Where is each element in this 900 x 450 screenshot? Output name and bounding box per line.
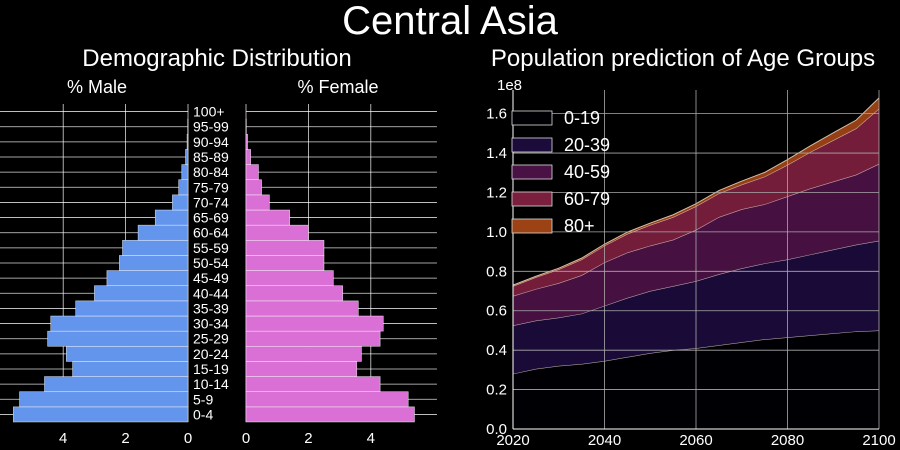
area-x-tick: 2100	[862, 432, 895, 449]
male-bar	[50, 315, 189, 332]
legend-swatch	[511, 164, 553, 180]
age-group-label: 50-54	[193, 255, 229, 271]
male-x-tick: 0	[184, 430, 192, 447]
area-chart: 0.0 0.2 0.4 0.6 0.8 1.0 1.2 1.4 1.6 2020 2040 2060 2…	[486, 90, 896, 449]
legend: 0-19 20-39 40-59 60-79 80+	[511, 108, 610, 236]
age-group-label: 40-44	[193, 285, 229, 301]
female-bar	[245, 376, 381, 393]
male-x-tick: 4	[59, 430, 67, 447]
area-y-tick: 0.0	[486, 421, 507, 438]
male-bar	[178, 179, 189, 196]
age-group-label: 70-74	[193, 194, 229, 210]
female-label: % Female	[297, 77, 378, 97]
female-x-tick: 4	[367, 430, 375, 447]
female-bar	[245, 179, 262, 196]
female-bar	[245, 361, 358, 377]
male-bar	[185, 149, 189, 165]
age-group-label: 55-59	[193, 240, 229, 256]
male-bar	[181, 164, 189, 181]
male-bar	[72, 361, 189, 377]
male-bar	[19, 391, 189, 408]
female-bar	[245, 164, 259, 181]
legend-label: 80+	[564, 216, 595, 236]
male-bar	[44, 376, 189, 393]
female-bar	[245, 300, 359, 317]
female-bar	[245, 391, 409, 408]
female-bar	[245, 345, 362, 362]
male-bar	[172, 194, 189, 211]
age-group-label: 85-89	[193, 149, 229, 165]
female-x-tick: 0	[242, 430, 250, 447]
male-bar	[106, 270, 189, 287]
age-group-label: 60-64	[193, 225, 229, 241]
area-y-tick: 0.8	[486, 263, 507, 280]
legend-label: 60-79	[564, 189, 610, 209]
legend-swatch	[511, 191, 553, 207]
male-bar	[119, 255, 189, 271]
legend-swatch	[511, 110, 553, 126]
area-y-tick: 1.2	[486, 184, 507, 201]
pyramid-title: Demographic Distribution	[82, 45, 351, 72]
age-group-label: 100+	[193, 104, 225, 120]
area-x-tick: 2080	[771, 432, 804, 449]
age-group-label: 95-99	[193, 119, 229, 135]
population-pyramid: 0-45-910-1415-1920-2425-2930-3435-3940-4…	[0, 104, 437, 447]
legend-swatch	[511, 218, 553, 234]
female-x-tick: 2	[304, 430, 312, 447]
y-offset-label: 1e8	[497, 77, 522, 94]
male-bar	[137, 224, 189, 241]
female-bar	[245, 194, 270, 211]
legend-label: 0-19	[564, 108, 600, 128]
area-x-tick: 2040	[588, 432, 621, 449]
area-y-tick: 1.0	[486, 224, 507, 241]
male-bar	[75, 300, 189, 317]
female-bar	[245, 315, 384, 332]
female-bar	[245, 270, 334, 287]
age-group-label: 10-14	[193, 376, 229, 392]
female-bar	[245, 239, 325, 256]
male-bar	[47, 330, 189, 347]
area-x-tick: 2060	[679, 432, 712, 449]
female-bar	[245, 149, 251, 165]
age-group-label: 90-94	[193, 134, 229, 150]
age-group-label: 20-24	[193, 346, 229, 362]
age-group-label: 35-39	[193, 300, 229, 316]
male-label: % Male	[67, 77, 127, 97]
legend-label: 40-59	[564, 162, 610, 182]
male-bar	[186, 133, 189, 150]
area-y-tick: 1.6	[486, 106, 507, 123]
male-bar	[12, 406, 189, 423]
female-bar	[245, 224, 309, 241]
age-group-label: 0-4	[193, 406, 213, 422]
area-y-tick: 0.6	[486, 303, 507, 320]
female-bar	[245, 133, 248, 150]
figure-title: Central Asia	[342, 0, 558, 43]
age-group-label: 65-69	[193, 210, 229, 226]
male-bar	[66, 345, 189, 362]
male-bar	[154, 209, 189, 226]
female-bar	[245, 330, 381, 347]
male-x-tick: 2	[121, 430, 129, 447]
legend-label: 20-39	[564, 135, 610, 155]
area-x-tick: 2020	[496, 432, 529, 449]
area-y-tick: 0.2	[486, 382, 507, 399]
female-bar	[245, 209, 290, 226]
female-bar	[245, 406, 415, 423]
area-y-tick: 0.4	[486, 342, 507, 359]
area-y-tick: 1.4	[486, 145, 507, 162]
area-title: Population prediction of Age Groups	[491, 45, 875, 72]
age-group-label: 30-34	[193, 316, 229, 332]
age-group-label: 80-84	[193, 164, 229, 180]
male-bar	[122, 239, 189, 256]
age-group-label: 45-49	[193, 270, 229, 286]
male-bar	[94, 285, 189, 302]
age-group-label: 75-79	[193, 179, 229, 195]
age-group-label: 15-19	[193, 361, 229, 377]
female-bar	[245, 255, 325, 271]
age-group-label: 5-9	[193, 391, 213, 407]
legend-swatch	[511, 137, 553, 153]
female-bar	[245, 285, 344, 302]
age-group-label: 25-29	[193, 331, 229, 347]
